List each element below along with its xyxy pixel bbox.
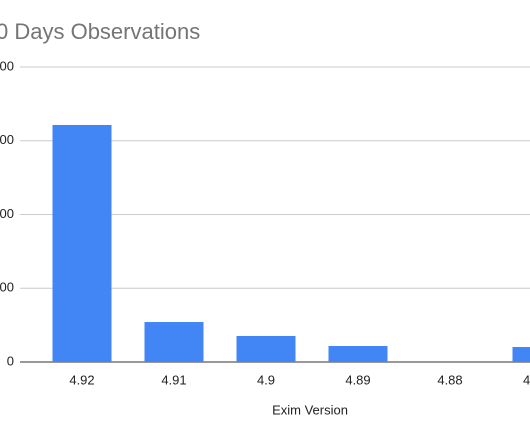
x-tick-label: 4.89	[345, 372, 370, 387]
y-tick-label: 00	[0, 58, 14, 73]
bar	[236, 335, 296, 362]
y-tick-label: 00	[0, 132, 14, 147]
bar	[52, 124, 112, 362]
x-tick-label: 4.92	[69, 372, 94, 387]
bar	[144, 322, 204, 362]
bar	[512, 347, 530, 362]
x-tick-label: 4.88	[437, 372, 462, 387]
x-tick-label: 4	[523, 372, 530, 387]
x-axis-title: Exim Version	[272, 402, 348, 417]
chart-title: 0 Days Observations	[0, 19, 200, 44]
x-tick-label: 4.91	[161, 372, 186, 387]
x-tick-label: 4.9	[257, 372, 275, 387]
bar	[328, 345, 388, 362]
y-tick-label: 0	[7, 353, 14, 368]
y-tick-label: 00	[0, 206, 14, 221]
y-tick-label: 00	[0, 280, 14, 295]
